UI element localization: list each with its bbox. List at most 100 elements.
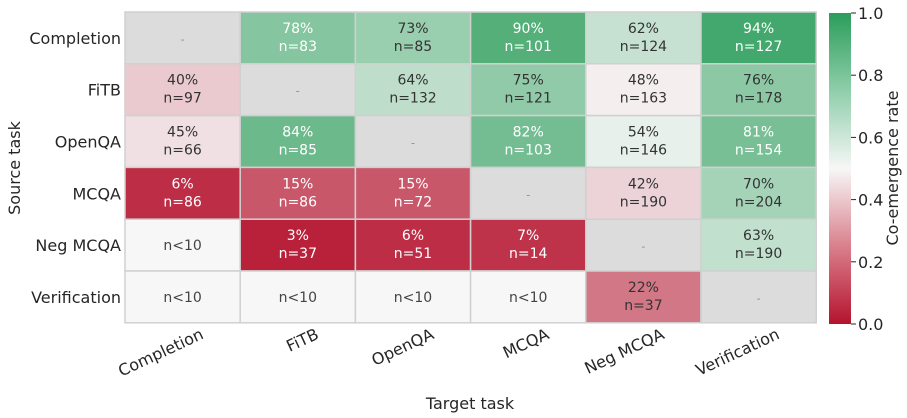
- cell-verification-to-verification: [700, 270, 817, 324]
- cell-count-label: n=37: [279, 246, 317, 262]
- cell-openqa-to-mcqa: [469, 114, 587, 169]
- cell-openqa-to-completion: [124, 114, 241, 169]
- cell-rate-label: 84%: [282, 125, 313, 141]
- cell-rate-label: 45%: [167, 125, 198, 141]
- cell-insufficient-label: n<10: [509, 290, 547, 306]
- cell-completion-to-neg-mcqa: [585, 11, 702, 65]
- cell-rate-label: 73%: [397, 21, 428, 37]
- cell-rate-label: 82%: [513, 125, 544, 141]
- cell-mcqa-to-neg-mcqa: [585, 166, 702, 220]
- col-label-mcqa: MCQA: [500, 324, 552, 362]
- cell-verification-to-fitb: [239, 270, 357, 324]
- y-axis-title: Source task: [5, 120, 24, 214]
- cell-neg-mcqa-to-mcqa: [469, 218, 587, 272]
- cell-diagonal-dash: -: [181, 33, 185, 46]
- cell-count-label: n=85: [279, 143, 317, 159]
- row-label-neg-mcqa: Neg MCQA: [35, 236, 121, 255]
- cell-count-label: n=190: [620, 194, 667, 210]
- heatmap-cells: - 78% n=83 73% n=85 90% n=101 62% n=124 94% n=127 4…: [124, 11, 817, 324]
- cell-count-label: n=121: [505, 91, 552, 107]
- cell-rate-label: 40%: [167, 73, 198, 89]
- colorbar-tick-label: 0.0: [858, 315, 883, 334]
- cell-completion-to-mcqa: [469, 11, 587, 65]
- row-label-mcqa: MCQA: [72, 184, 121, 203]
- cell-rate-label: 62%: [628, 21, 659, 37]
- row-label-verification: Verification: [31, 288, 121, 307]
- source-task-labels: Completion FiTB OpenQA MCQA Neg MCQA Verifica…: [29, 29, 121, 307]
- cell-mcqa-to-verification: [700, 166, 817, 220]
- cell-rate-label: 48%: [628, 73, 659, 89]
- cell-rate-label: 90%: [513, 21, 544, 37]
- colorbar-tick-label: 1.0: [858, 4, 883, 23]
- cell-completion-to-openqa: [354, 11, 472, 65]
- cell-completion-to-fitb: [239, 11, 357, 65]
- cell-count-label: n=124: [620, 39, 667, 55]
- cell-verification-to-completion: [124, 270, 241, 324]
- cell-mcqa-to-openqa: [354, 166, 472, 220]
- cell-count-label: n=132: [389, 91, 436, 107]
- cell-completion-to-verification: [700, 11, 817, 65]
- cell-count-label: n=83: [279, 39, 317, 55]
- cell-count-label: n=97: [163, 91, 201, 107]
- cell-neg-mcqa-to-neg-mcqa: [585, 218, 702, 272]
- cell-mcqa-to-completion: [124, 166, 241, 220]
- cell-fitb-to-completion: [124, 63, 241, 117]
- cell-count-label: n=14: [509, 246, 548, 262]
- cell-insufficient-label: n<10: [279, 290, 317, 306]
- cell-rate-label: 81%: [743, 125, 774, 141]
- cell-rate-label: 78%: [282, 21, 313, 37]
- cell-count-label: n=101: [505, 39, 552, 55]
- cell-rate-label: 6%: [402, 228, 424, 244]
- cell-count-label: n=86: [163, 194, 202, 210]
- cell-diagonal-dash: -: [641, 240, 645, 253]
- cell-insufficient-label: n<10: [163, 238, 201, 254]
- target-task-labels: Completion FiTB OpenQA MCQA Neg MCQA Verifica…: [115, 324, 782, 380]
- colorbar-tick-label: 0.2: [858, 253, 883, 272]
- colorbar-title: Co-emergence rate: [883, 91, 902, 246]
- cell-rate-label: 94%: [743, 21, 774, 37]
- cell-rate-label: 15%: [282, 176, 313, 192]
- cell-rate-label: 6%: [171, 176, 193, 192]
- cell-count-label: n=85: [394, 39, 432, 55]
- col-label-completion: Completion: [115, 324, 206, 380]
- x-axis-title: Target task: [425, 394, 515, 413]
- cell-rate-label: 22%: [628, 280, 659, 296]
- cell-count-label: n=103: [505, 143, 552, 159]
- cell-openqa-to-verification: [700, 114, 817, 169]
- colorbar-tick-label: 0.8: [858, 66, 883, 85]
- cell-count-label: n=51: [394, 246, 432, 262]
- cell-count-label: n=37: [624, 298, 662, 314]
- cell-rate-label: 42%: [628, 176, 659, 192]
- cell-fitb-to-fitb: [239, 63, 357, 117]
- cell-verification-to-openqa: [354, 270, 472, 324]
- cell-rate-label: 70%: [743, 176, 774, 192]
- cell-diagonal-dash: -: [296, 85, 300, 98]
- cell-rate-label: 15%: [397, 176, 428, 192]
- cell-rate-label: 76%: [743, 73, 774, 89]
- cell-count-label: n=178: [735, 91, 782, 107]
- cell-count-label: n=146: [620, 143, 667, 159]
- cell-neg-mcqa-to-fitb: [239, 218, 357, 272]
- cell-rate-label: 75%: [513, 73, 544, 89]
- cell-rate-label: 7%: [517, 228, 539, 244]
- colorbar-ticks: 0.0 0.2 0.4 0.6 0.8 1.0: [851, 4, 883, 334]
- cell-count-label: n=86: [279, 194, 318, 210]
- cell-openqa-to-fitb: [239, 114, 357, 169]
- cell-verification-to-mcqa: [469, 270, 587, 324]
- col-label-neg-mcqa: Neg MCQA: [582, 324, 668, 377]
- cell-rate-label: 3%: [287, 228, 309, 244]
- cell-neg-mcqa-to-verification: [700, 218, 817, 272]
- cell-count-label: n=154: [735, 143, 782, 159]
- cell-openqa-to-openqa: [354, 114, 472, 169]
- cell-count-label: n=190: [735, 246, 782, 262]
- cell-count-label: n=163: [620, 91, 667, 107]
- cell-diagonal-dash: -: [526, 188, 530, 201]
- cell-insufficient-label: n<10: [163, 290, 201, 306]
- cell-count-label: n=66: [163, 143, 202, 159]
- cell-insufficient-label: n<10: [394, 290, 432, 306]
- col-label-fitb: FiTB: [283, 324, 321, 355]
- cell-fitb-to-verification: [700, 63, 817, 117]
- cell-count-label: n=127: [735, 39, 782, 55]
- cell-openqa-to-neg-mcqa: [585, 114, 702, 169]
